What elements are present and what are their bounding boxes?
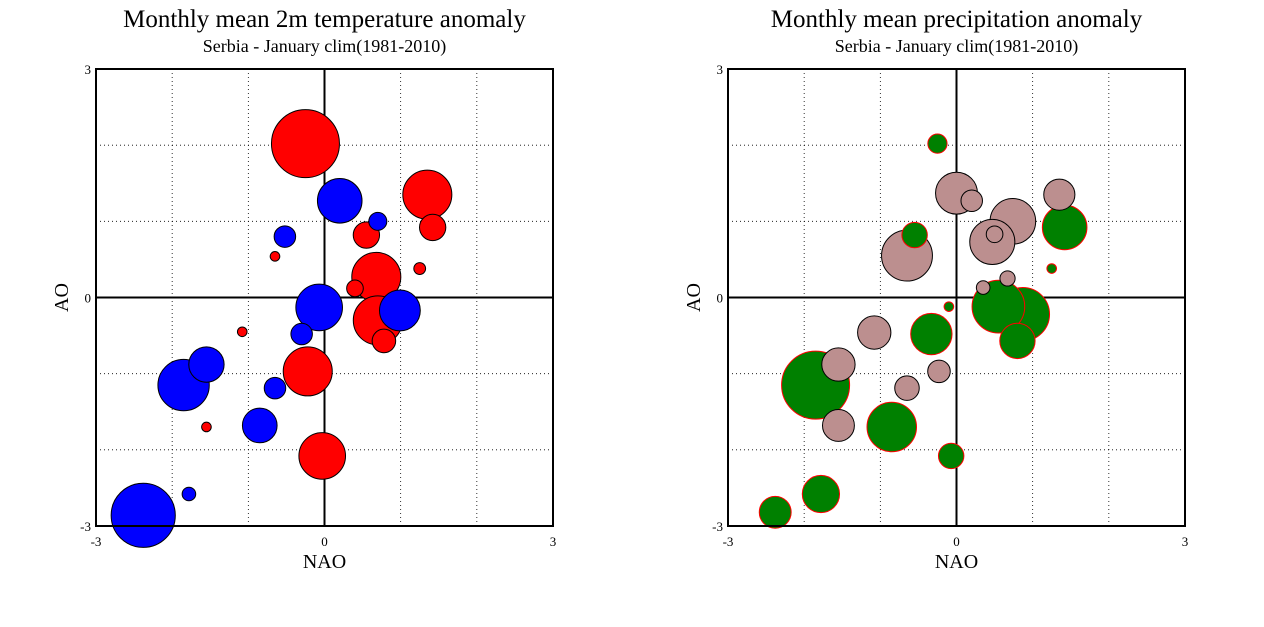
bubble-point-series-1 <box>371 328 397 354</box>
bubble-point-series-2 <box>910 312 953 356</box>
bubble-point-series-1 <box>298 432 347 480</box>
y-tick-label: -3 <box>80 519 91 534</box>
chart-title: Monthly mean precipitation anomaly <box>771 6 1143 33</box>
bubble-point-series-2 <box>188 346 225 383</box>
bubble-point-series-2 <box>866 401 918 453</box>
bubble-point-series-1 <box>985 225 1004 244</box>
bubble-point-series-1 <box>346 279 364 298</box>
y-tick-label: 0 <box>85 291 92 306</box>
bubble-point-series-2 <box>901 221 928 249</box>
bubble-point-series-2 <box>368 211 388 231</box>
bubble-point-series-2 <box>1046 263 1058 274</box>
bubble-point-series-2 <box>295 283 343 332</box>
bubble-point-series-1 <box>999 270 1016 287</box>
chart-subtitle: Serbia - January clim(1981-2010) <box>203 36 446 57</box>
chart-panel-2: Monthly mean precipitation anomaly Serbia… <box>683 6 1188 573</box>
x-tick-label: -3 <box>723 534 734 549</box>
y-axis-label: AO <box>683 283 705 312</box>
y-tick-label: 3 <box>717 62 724 77</box>
y-tick-label: 3 <box>85 62 92 77</box>
bubble-point-series-1 <box>413 262 427 275</box>
bubble-point-series-1 <box>236 326 248 338</box>
bubble-point-series-1 <box>821 409 855 442</box>
bubble-point-series-2 <box>181 486 197 502</box>
bubble-point-series-1 <box>402 169 453 220</box>
x-axis-label: NAO <box>935 551 978 573</box>
bubble-point-series-2 <box>927 133 948 154</box>
x-axis-label: NAO <box>303 551 346 573</box>
chart-panel-1: Monthly mean 2m temperature anomaly Serbi… <box>51 6 556 573</box>
bubble-point-series-1 <box>418 213 447 242</box>
bubble-point-series-2 <box>937 442 965 470</box>
y-axis-label: AO <box>51 283 73 312</box>
bubble-point-series-2 <box>290 322 313 346</box>
y-tick-label: -3 <box>712 519 723 534</box>
bubble-point-series-2 <box>801 474 841 514</box>
y-tick-label: 0 <box>717 291 724 306</box>
chart-subtitle: Serbia - January clim(1981-2010) <box>835 36 1078 57</box>
plot-frame <box>95 68 554 527</box>
bubble-point-series-1 <box>975 280 991 295</box>
bubble-point-series-2 <box>241 407 278 444</box>
bubble-point-series-1 <box>270 109 340 179</box>
bubble-point-series-2 <box>758 495 792 529</box>
bubble-point-series-2 <box>316 177 363 224</box>
x-tick-label: 3 <box>1182 534 1189 549</box>
plot-frame <box>727 68 1186 527</box>
bubble-point-series-1 <box>1043 178 1076 211</box>
x-tick-label: -3 <box>91 534 102 549</box>
bubble-point-series-2 <box>263 376 287 400</box>
bubble-point-series-2 <box>379 289 421 332</box>
bubble-point-series-1 <box>821 347 856 382</box>
bubble-point-series-2 <box>1041 204 1088 251</box>
bubble-point-series-1 <box>894 375 920 401</box>
bubble-point-series-1 <box>201 421 212 433</box>
bubble-point-series-1 <box>282 346 333 397</box>
bubble-point-series-2 <box>273 225 297 248</box>
bubble-point-series-1 <box>269 251 281 262</box>
x-tick-label: 3 <box>550 534 557 549</box>
chart-title: Monthly mean 2m temperature anomaly <box>123 6 526 33</box>
x-tick-label: 0 <box>321 534 328 549</box>
bubble-point-series-2 <box>943 301 955 312</box>
bubble-point-series-2 <box>110 482 176 548</box>
bubble-point-series-2 <box>999 322 1036 360</box>
bubble-point-series-1 <box>927 359 951 384</box>
bubble-point-series-1 <box>857 315 892 350</box>
bubble-point-series-1 <box>960 189 983 213</box>
x-tick-label: 0 <box>953 534 960 549</box>
